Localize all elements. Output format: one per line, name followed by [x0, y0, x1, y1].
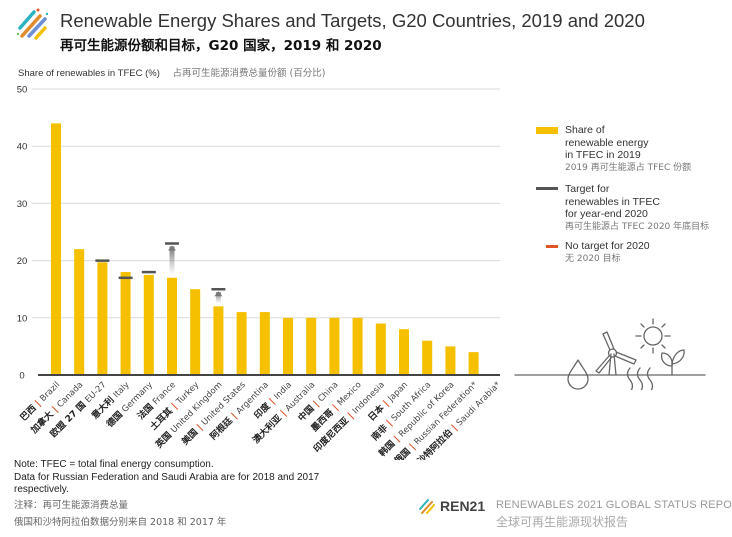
footer-report-title-zh: 全球可再生能源现状报告 — [496, 515, 629, 529]
no-target-marker: | — [170, 400, 182, 412]
y-tick-label: 30 — [17, 199, 28, 210]
chart-subtitle-zh: 再可生能源份额和目标，G20 国家，2019 和 2020 — [60, 38, 382, 54]
bar-argentina — [259, 312, 270, 375]
bar-south-africa — [422, 340, 433, 375]
target-gap-arrow — [169, 246, 175, 275]
renewables-illustration — [514, 318, 706, 390]
footer-brand: REN21 — [440, 498, 486, 514]
y-tick-label: 40 — [17, 142, 28, 153]
y-axis-label-en: Share of renewables in TFEC (%) — [18, 68, 160, 79]
bar-japan — [399, 329, 409, 375]
no-target-marker: | — [346, 409, 358, 421]
target-gap-arrow — [215, 292, 221, 304]
legend-item-target: Target for renewables in TFEC for year-e… — [565, 183, 709, 233]
note-zh1: 注释：再可生能源消费总量 — [14, 499, 129, 511]
legend-swatch-no-target — [546, 245, 558, 248]
no-target-marker: | — [382, 397, 394, 409]
no-target-marker: | — [385, 417, 397, 429]
no-target-marker: | — [195, 421, 207, 433]
no-target-marker: | — [450, 421, 462, 433]
bar-canada — [74, 249, 85, 375]
bar-republic-of-korea — [445, 346, 456, 375]
x-tick-label-en: Italy — [112, 380, 132, 400]
note-zh2: 俄国和沙特阿拉伯数据分别来自 2018 和 2017 年 — [14, 516, 227, 528]
legend-share-line3: in TFEC in 2019 — [565, 149, 641, 161]
no-target-marker: | — [230, 409, 242, 421]
legend-no-target-zh: 无 2020 目标 — [565, 253, 621, 264]
bar-brazil — [51, 123, 61, 375]
target-marker — [118, 276, 133, 280]
bar-mexico — [352, 317, 363, 375]
legend-target-line3: for year-end 2020 — [565, 208, 648, 220]
bar-turkey — [190, 289, 201, 375]
legend-target-zh: 再可生能源占 TFEC 2020 年底目标 — [565, 221, 710, 232]
legend-share-line1: Share of — [565, 124, 605, 136]
water-drop-icon — [567, 359, 589, 390]
bar-russian-federation- — [468, 352, 479, 375]
y-tick-label: 10 — [17, 313, 28, 324]
y-axis-label-zh: 占再可生能源消费总量份额 (百分比) — [172, 68, 326, 79]
note-line1: Note: TFEC = total final energy consumpt… — [14, 459, 214, 470]
no-target-marker: | — [279, 407, 291, 419]
target-arrowhead — [214, 291, 223, 297]
target-marker — [95, 259, 110, 262]
bar-united-states — [236, 312, 247, 375]
footer-report-title: RENEWABLES 2021 GLOBAL STATUS REPORT — [496, 499, 732, 511]
bar-italy — [120, 272, 131, 375]
y-tick-label: 50 — [17, 85, 28, 96]
footer: REN21 RENEWABLES 2021 GLOBAL STATUS REPO… — [418, 496, 732, 532]
bar-indonesia — [375, 323, 386, 375]
legend-target-line2: renewables in TFEC — [565, 195, 660, 208]
bar-germany — [143, 274, 154, 375]
bar-united-kingdom — [213, 306, 224, 375]
legend-item-no-target: No target for 2020 无 2020 目标 — [565, 240, 650, 265]
legend-swatch-share — [536, 127, 558, 134]
no-target-marker: | — [34, 397, 46, 409]
target-arrowhead — [168, 245, 176, 251]
chart-notes: Note: TFEC = total final energy consumpt… — [14, 459, 319, 531]
no-target-marker: | — [268, 395, 280, 407]
ren21-logo-icon — [16, 8, 49, 40]
bar-china — [329, 317, 340, 375]
chart-title: Renewable Energy Shares and Targets, G20… — [60, 10, 645, 31]
target-marker — [141, 270, 156, 274]
legend-share-zh: 2019 再可生能源占 TFEC 份额 — [565, 162, 692, 173]
legend-share-line2: renewable energy — [565, 136, 649, 149]
target-marker — [211, 288, 226, 291]
y-tick-label: 20 — [17, 256, 28, 267]
legend-swatch-target — [536, 187, 558, 190]
sun-icon — [635, 318, 671, 354]
bar-eu-27 — [97, 262, 108, 375]
no-target-marker: | — [408, 440, 420, 452]
wind-turbine-icon — [595, 331, 637, 376]
geothermal-heat-icon — [626, 367, 654, 390]
note-line2: Data for Russian Federation and Saudi Ar… — [14, 471, 320, 483]
ren21-small-logo-icon — [419, 499, 435, 514]
y-tick-label: 0 — [19, 371, 24, 382]
no-target-marker: | — [331, 401, 343, 413]
y-axis-label: Share of renewables in TFEC (%) 占再可生能源消费… — [18, 65, 325, 79]
target-marker — [165, 242, 179, 245]
bar-india — [283, 317, 293, 375]
legend-target-line1: Target for — [565, 183, 610, 195]
legend-item-share: Share of renewable energy in TFEC in 201… — [565, 124, 691, 174]
no-target-marker: | — [393, 432, 405, 444]
no-target-marker: | — [51, 403, 63, 415]
bar-france — [167, 277, 177, 375]
legend-no-target-label: No target for 2020 — [565, 240, 650, 252]
plant-sprout-icon — [660, 349, 685, 376]
no-target-marker: | — [312, 397, 324, 409]
note-line3: respectively. — [14, 484, 69, 495]
bar-australia — [306, 317, 317, 375]
